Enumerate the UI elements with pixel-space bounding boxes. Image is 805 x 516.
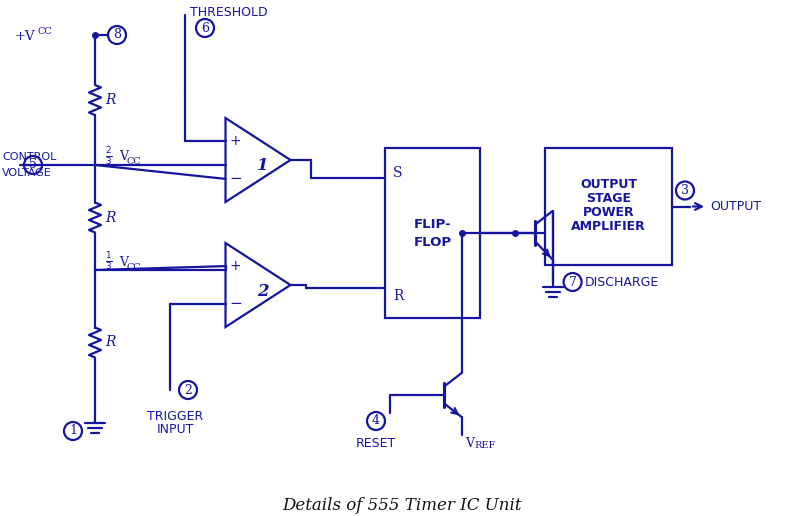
Text: DISCHARGE: DISCHARGE <box>584 276 658 288</box>
Text: $\mathregular{\frac{1}{3}}$: $\mathregular{\frac{1}{3}}$ <box>105 250 113 272</box>
Text: FLOP: FLOP <box>414 235 452 249</box>
Text: V: V <box>119 151 128 164</box>
Text: 1: 1 <box>69 425 77 438</box>
Text: $\mathregular{\frac{2}{3}}$: $\mathregular{\frac{2}{3}}$ <box>105 145 113 167</box>
Text: R: R <box>105 93 115 107</box>
Text: RESET: RESET <box>356 437 396 450</box>
Text: OUTPUT: OUTPUT <box>580 178 637 191</box>
Text: CC: CC <box>37 26 52 36</box>
Text: 2: 2 <box>184 383 192 396</box>
Text: CONTROL: CONTROL <box>2 152 56 162</box>
Text: R: R <box>105 335 115 349</box>
Text: 8: 8 <box>113 28 121 41</box>
Text: 3: 3 <box>681 184 689 197</box>
Text: INPUT: INPUT <box>156 423 194 436</box>
Text: STAGE: STAGE <box>586 192 631 205</box>
Text: OUTPUT: OUTPUT <box>710 200 761 213</box>
Text: +: + <box>229 134 242 148</box>
Text: VOLTAGE: VOLTAGE <box>2 168 52 178</box>
Text: V: V <box>465 437 475 450</box>
Text: R: R <box>393 289 403 303</box>
Text: POWER: POWER <box>583 206 634 219</box>
Text: AMPLIFIER: AMPLIFIER <box>571 220 646 233</box>
Text: FLIP-: FLIP- <box>414 218 452 231</box>
Text: R: R <box>105 211 115 224</box>
Text: +: + <box>229 259 242 273</box>
Text: 1: 1 <box>257 157 269 174</box>
Text: S: S <box>393 166 402 180</box>
Text: 7: 7 <box>568 276 576 288</box>
Text: 6: 6 <box>201 22 209 35</box>
Text: Details of 555 Timer IC Unit: Details of 555 Timer IC Unit <box>283 496 522 513</box>
Text: CC: CC <box>126 157 141 167</box>
Text: REF: REF <box>475 441 496 450</box>
Text: CC: CC <box>126 263 141 271</box>
Text: 4: 4 <box>372 414 380 427</box>
Text: V: V <box>119 255 128 268</box>
Text: 5: 5 <box>29 158 37 171</box>
Text: −: − <box>229 296 242 311</box>
Text: TRIGGER: TRIGGER <box>147 410 203 423</box>
Text: +V: +V <box>14 30 35 43</box>
Text: 2: 2 <box>257 282 269 299</box>
Text: −: − <box>229 171 242 186</box>
Text: THRESHOLD: THRESHOLD <box>190 6 267 19</box>
